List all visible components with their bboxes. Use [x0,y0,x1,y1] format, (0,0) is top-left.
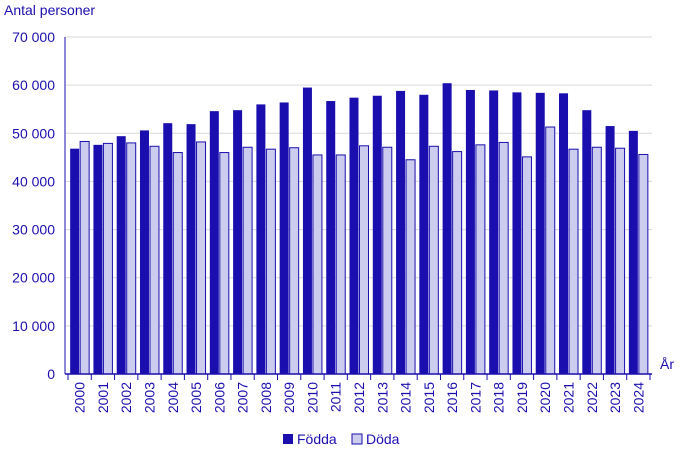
bar-doda-2023 [615,147,626,375]
legend: Födda Döda [283,431,400,447]
bar-fodda-2009 [279,102,289,374]
bar-fodda-2012 [349,97,359,374]
x-tick-label: 2010 [304,382,320,413]
y-axis-title: Antal personer [4,2,95,18]
bar-fodda-2007 [233,110,243,375]
y-tick-label: 20 000 [12,270,55,286]
bar-fodda-2019 [512,92,522,374]
y-tick-label: 70 000 [12,29,55,45]
bar-doda-2014 [405,159,416,375]
bar-doda-2007 [242,146,253,375]
y-tick-label: 50 000 [12,125,55,141]
bar-doda-2011 [335,154,346,375]
x-tick-label: 2012 [351,382,367,413]
bar-doda-2006 [219,152,230,375]
x-tick-label: 2022 [584,382,600,413]
y-tick-label: 30 000 [12,222,55,238]
bar-fodda-2001 [93,144,103,374]
bar-fodda-2015 [419,94,429,375]
bar-doda-2002 [126,142,137,375]
bar-doda-2003 [149,145,160,375]
bar-fodda-2004 [163,123,173,374]
x-tick-label: 2020 [537,382,553,413]
bar-fodda-2010 [302,87,312,375]
bar-doda-2000 [79,140,90,375]
x-tick-label: 2023 [607,382,623,413]
x-tick-label: 2013 [374,382,390,413]
x-tick-label: 2016 [444,382,460,413]
x-tick-label: 2004 [165,382,181,413]
bar-doda-2020 [545,126,556,375]
bar-doda-2022 [591,146,602,375]
x-tick-label: 2015 [421,382,437,413]
x-tick-label: 2021 [561,382,577,413]
legend-swatch-doda [351,433,363,445]
bar-fodda-2008 [256,104,266,375]
bar-doda-2009 [289,147,300,375]
x-tick-label: 2003 [141,382,157,413]
bar-doda-2019 [521,156,532,375]
bar-fodda-2022 [582,110,592,375]
x-tick-label: 2005 [188,382,204,413]
x-axis-title: År [660,356,674,372]
x-tick-label: 2019 [514,382,530,413]
bar-doda-2001 [102,142,113,375]
y-axis-ticks: 0 10 000 20 000 30 000 40 000 50 000 60 000 70 … [12,29,55,382]
x-axis [65,373,652,380]
x-axis-ticks: 2000 2001 2002 2003 2004 2005 2006 2007 2008 2009… [72,382,647,413]
x-tick-label: 2014 [398,382,414,413]
bar-doda-2015 [428,145,439,375]
x-tick-label: 2000 [72,382,88,413]
legend-swatch-fodda [283,434,293,444]
y-tick-label: 0 [47,366,55,382]
bar-doda-2017 [475,144,486,375]
bar-fodda-2016 [442,83,452,375]
bar-fodda-2013 [372,95,382,374]
bars [70,83,649,375]
bar-fodda-2000 [70,148,80,374]
bar-fodda-2017 [465,89,475,374]
y-tick-label: 60 000 [12,77,55,93]
bar-fodda-2018 [489,90,499,374]
bar-fodda-2014 [396,90,406,375]
x-tick-label: 2017 [467,382,483,413]
bar-fodda-2020 [535,92,545,375]
bar-doda-2004 [172,152,183,375]
bar-fodda-2006 [209,111,219,374]
x-tick-label: 2006 [211,382,227,413]
y-tick-label: 40 000 [12,173,55,189]
x-tick-label: 2018 [491,382,507,413]
x-tick-label: 2001 [95,382,111,413]
x-tick-label: 2007 [235,382,251,413]
bar-fodda-2002 [116,136,126,374]
bar-fodda-2005 [186,124,196,374]
bar-doda-2018 [498,141,509,375]
x-tick-label: 2008 [258,382,274,413]
bar-fodda-2023 [605,126,615,374]
bar-doda-2005 [196,141,207,375]
bar-fodda-2024 [628,130,638,374]
bar-doda-2008 [265,148,276,375]
bar-doda-2021 [568,148,579,375]
legend-label-fodda: Födda [297,431,337,447]
bar-doda-2010 [312,154,323,375]
bar-doda-2012 [359,145,369,375]
bar-doda-2024 [638,153,649,375]
x-tick-label: 2002 [118,382,134,413]
bar-doda-2013 [382,146,393,375]
bar-fodda-2003 [139,130,149,374]
y-tick-label: 10 000 [12,318,55,334]
x-tick-label: 2009 [281,382,297,413]
bar-doda-2016 [452,151,463,375]
x-tick-label: 2024 [630,382,646,413]
bar-fodda-2021 [559,93,569,374]
bar-fodda-2011 [326,101,336,374]
x-tick-label: 2011 [328,382,344,412]
legend-label-doda: Döda [366,431,400,447]
